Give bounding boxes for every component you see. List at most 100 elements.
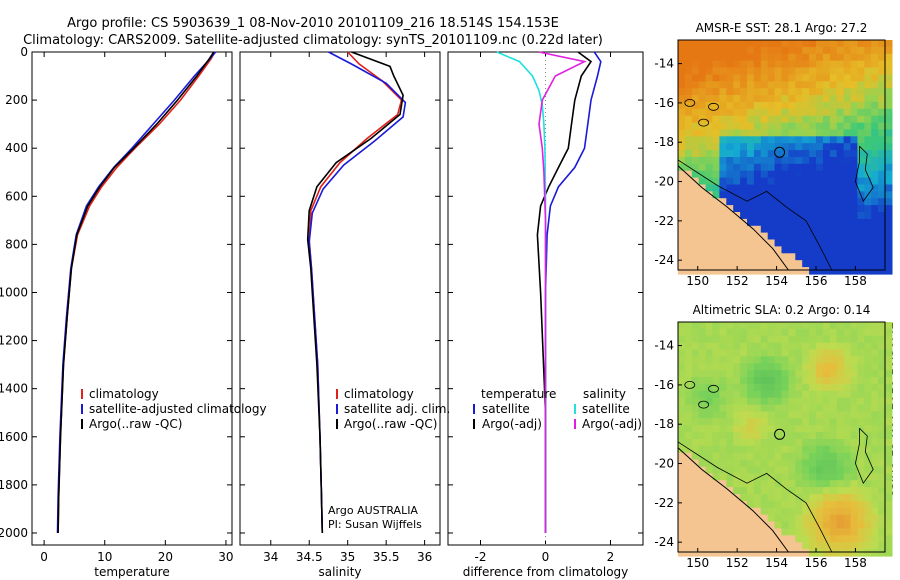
legend-label: climatology xyxy=(344,387,414,401)
map-cell xyxy=(678,122,686,131)
map-cell xyxy=(802,253,810,261)
map-cell xyxy=(795,507,803,516)
map-cell xyxy=(774,170,783,179)
map-cell xyxy=(705,425,714,433)
map-cell xyxy=(857,136,865,144)
land-cell xyxy=(691,494,700,502)
map-cell xyxy=(726,88,734,96)
map-cell xyxy=(871,390,879,399)
map-cell xyxy=(864,549,872,557)
land-cell xyxy=(691,521,700,529)
map-cell xyxy=(733,74,741,82)
land-cell xyxy=(678,487,686,495)
map-cell xyxy=(816,212,824,220)
land-cell xyxy=(719,494,727,502)
map-cell xyxy=(774,150,783,158)
map-cell xyxy=(705,150,714,158)
map-cell xyxy=(843,246,852,254)
map-cell xyxy=(781,122,789,131)
map-cell xyxy=(767,115,776,124)
map-cell xyxy=(781,53,789,62)
map-cell xyxy=(857,397,865,406)
map-cell xyxy=(698,46,707,55)
map-cell xyxy=(740,370,748,378)
map-cell xyxy=(712,363,720,371)
land-cell xyxy=(726,232,734,241)
map-cell xyxy=(788,115,796,124)
map-cell xyxy=(733,136,741,144)
map-cell xyxy=(712,115,720,124)
land-cell xyxy=(705,225,714,234)
map-cell xyxy=(816,260,824,268)
map-cell xyxy=(733,377,741,385)
series-line-salinity-satellite xyxy=(496,51,547,533)
map-cell xyxy=(802,212,810,220)
map-cell xyxy=(871,218,879,227)
map-cell xyxy=(795,143,803,151)
depth-contour xyxy=(677,159,833,271)
map-cell xyxy=(816,356,824,364)
map-cell xyxy=(850,46,858,55)
series-line-temperature-satellite xyxy=(544,51,602,533)
land-cell xyxy=(719,480,727,488)
map-cell xyxy=(726,452,734,461)
map-cell xyxy=(712,136,720,144)
legend-label: temperature xyxy=(481,387,556,401)
map-cell xyxy=(857,260,865,268)
map-cell xyxy=(878,95,886,103)
map-cell xyxy=(760,452,769,461)
land-cell xyxy=(747,267,755,275)
map-cell xyxy=(864,466,872,474)
map-cell xyxy=(843,466,852,474)
map-cell xyxy=(857,122,865,131)
map-cell xyxy=(767,411,776,419)
map-cell xyxy=(740,46,748,55)
map-cell xyxy=(857,225,865,234)
map-cell xyxy=(857,60,865,69)
map-cell xyxy=(774,108,783,117)
map-cell xyxy=(829,115,838,124)
map-cell xyxy=(767,225,776,234)
map-cell xyxy=(864,136,872,144)
land-cell xyxy=(678,260,686,268)
map-cell xyxy=(719,459,727,468)
land-cell xyxy=(719,212,727,220)
map-cell xyxy=(843,163,852,172)
map-cell xyxy=(747,466,755,474)
map-cell xyxy=(871,232,879,241)
land-cell xyxy=(712,500,720,509)
map-cell xyxy=(836,74,845,82)
map-cell xyxy=(816,466,824,474)
map-cell xyxy=(878,184,886,192)
map-cell xyxy=(767,205,776,213)
map-cell xyxy=(733,198,741,206)
map-cell xyxy=(871,122,879,131)
map-cell xyxy=(822,191,831,199)
x-tick-label: 156 xyxy=(805,274,828,288)
map-cell xyxy=(712,95,720,103)
land-cell xyxy=(684,473,693,481)
map-cell xyxy=(836,225,845,234)
map-cell xyxy=(747,40,755,48)
map-cell xyxy=(857,480,865,488)
map-cell xyxy=(885,191,893,199)
map-cell xyxy=(753,88,762,96)
map-cell xyxy=(760,157,769,165)
map-cell xyxy=(871,157,879,165)
land-cell xyxy=(678,239,686,247)
map-cell xyxy=(788,494,796,502)
land-cell xyxy=(684,225,693,234)
reef-contour xyxy=(684,380,696,389)
map-cell xyxy=(753,487,762,495)
map-cell xyxy=(836,253,845,261)
map-cell xyxy=(760,480,769,488)
map-cell xyxy=(698,383,707,392)
map-cell xyxy=(829,521,838,529)
map-cell xyxy=(816,198,824,206)
map-cell xyxy=(733,95,741,103)
map-cell xyxy=(691,60,700,69)
map-cell xyxy=(850,452,858,461)
map-cell xyxy=(885,129,893,137)
map-cell xyxy=(809,53,817,62)
